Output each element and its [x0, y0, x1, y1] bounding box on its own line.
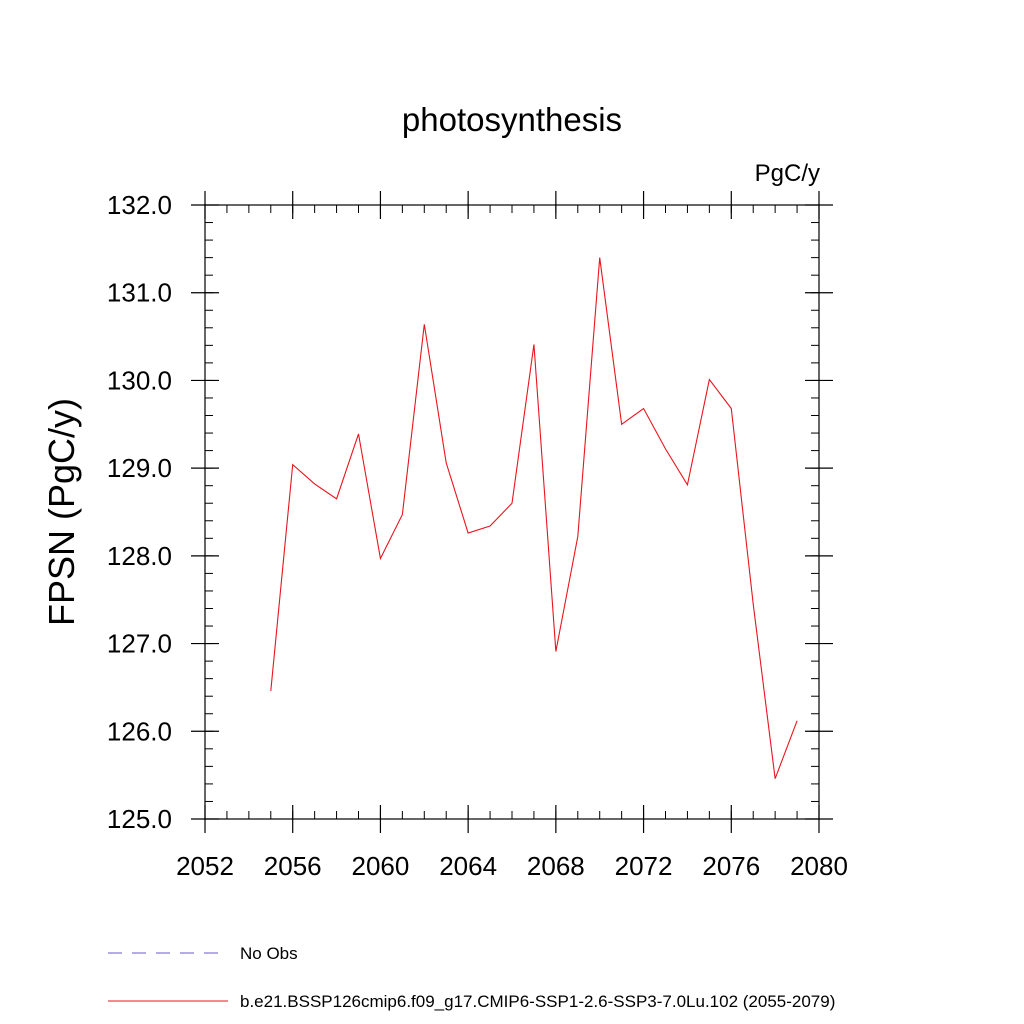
x-tick-label: 2076	[702, 851, 760, 881]
y-tick-label: 128.0	[107, 541, 172, 571]
x-tick-label: 2080	[790, 851, 848, 881]
y-tick-label: 130.0	[107, 365, 172, 395]
minor-ticks	[204, 204, 820, 820]
legend-label-no-obs: No Obs	[240, 944, 298, 963]
series-line	[270, 257, 798, 779]
x-tick-label: 2060	[352, 851, 410, 881]
major-ticks	[191, 191, 833, 833]
plot-frame	[204, 204, 820, 820]
legend: No Obs b.e21.BSSP126cmip6.f09_g17.CMIP6-…	[108, 944, 835, 1011]
x-tick-label: 2056	[264, 851, 322, 881]
units-label: PgC/y	[755, 160, 820, 187]
y-tick-label: 127.0	[107, 629, 172, 659]
x-tick-label: 2072	[615, 851, 673, 881]
y-tick-label: 132.0	[107, 190, 172, 220]
x-tick-labels: 2052 2056 2060 2064 2068 2072 2076 2080	[176, 851, 848, 881]
y-tick-label: 131.0	[107, 278, 172, 308]
x-tick-label: 2052	[176, 851, 234, 881]
legend-label-model-run: b.e21.BSSP126cmip6.f09_g17.CMIP6-SSP1-2.…	[240, 992, 835, 1011]
y-tick-label: 129.0	[107, 453, 172, 483]
y-tick-labels: 125.0 126.0 127.0 128.0 129.0 130.0 131.0 132.0	[107, 190, 172, 834]
y-tick-label: 125.0	[107, 804, 172, 834]
y-tick-label: 126.0	[107, 716, 172, 746]
y-axis-label: FPSN (PgC/y)	[41, 398, 82, 626]
x-tick-label: 2068	[527, 851, 585, 881]
chart-title: photosynthesis	[402, 101, 622, 138]
x-tick-label: 2064	[439, 851, 497, 881]
series-group	[270, 257, 798, 779]
